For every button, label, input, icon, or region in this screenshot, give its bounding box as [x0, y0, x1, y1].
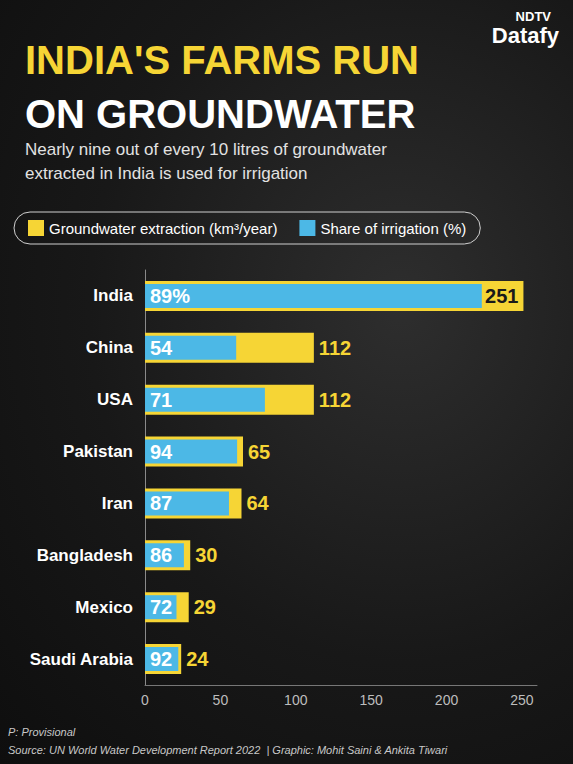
svg-text:86: 86 [150, 544, 172, 566]
svg-text:Nearly nine out of every 10 li: Nearly nine out of every 10 litres of gr… [25, 140, 387, 159]
svg-text:Iran: Iran [102, 494, 133, 513]
svg-text:112: 112 [319, 389, 351, 411]
svg-text:USA: USA [97, 390, 133, 409]
svg-text:250: 250 [510, 692, 534, 708]
svg-text:India: India [93, 286, 133, 305]
svg-text:87: 87 [150, 492, 172, 514]
svg-text:P: Provisional: P: Provisional [8, 726, 76, 738]
svg-text:Source: UN World Water Develop: Source: UN World Water Development Repor… [8, 744, 448, 756]
svg-text:30: 30 [195, 544, 217, 566]
svg-text:Groundwater extraction (km³/ye: Groundwater extraction (km³/year) [49, 220, 277, 237]
svg-text:200: 200 [435, 692, 459, 708]
svg-text:Bangladesh: Bangladesh [37, 546, 133, 565]
svg-text:0: 0 [141, 692, 149, 708]
svg-text:Datafy: Datafy [492, 23, 560, 48]
svg-text:92: 92 [150, 648, 172, 670]
svg-text:INDIA'S FARMS RUN: INDIA'S FARMS RUN [25, 38, 419, 82]
svg-text:Pakistan: Pakistan [63, 442, 133, 461]
svg-text:65: 65 [248, 441, 270, 463]
svg-text:94: 94 [150, 441, 173, 463]
svg-text:100: 100 [284, 692, 308, 708]
svg-text:Saudi Arabia: Saudi Arabia [30, 650, 134, 669]
svg-text:72: 72 [150, 596, 172, 618]
svg-text:NDTV: NDTV [515, 9, 551, 24]
svg-text:China: China [86, 338, 134, 357]
svg-text:Share of irrigation (%): Share of irrigation (%) [320, 220, 466, 237]
svg-text:150: 150 [359, 692, 383, 708]
svg-text:251: 251 [485, 285, 518, 307]
svg-text:89%: 89% [150, 285, 190, 307]
svg-text:71: 71 [150, 389, 172, 411]
svg-text:54: 54 [150, 337, 173, 359]
svg-text:ON GROUNDWATER: ON GROUNDWATER [25, 92, 415, 136]
svg-text:24: 24 [186, 648, 209, 670]
svg-text:50: 50 [213, 692, 229, 708]
svg-text:64: 64 [246, 492, 269, 514]
svg-text:extracted in India is used for: extracted in India is used for irrigatio… [25, 164, 308, 183]
svg-text:Mexico: Mexico [75, 598, 133, 617]
svg-text:29: 29 [194, 596, 216, 618]
svg-text:112: 112 [319, 337, 351, 359]
